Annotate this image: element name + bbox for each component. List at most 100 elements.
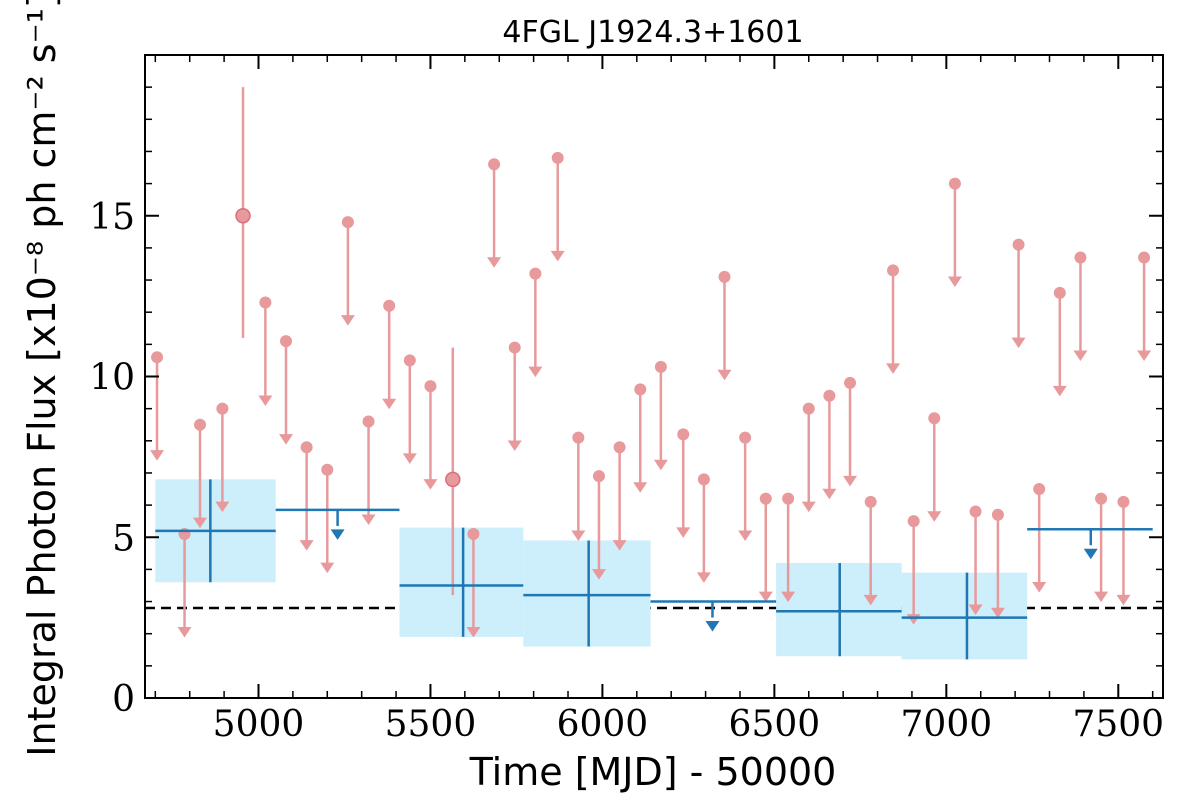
long-bin-uncertainty-bands [155, 479, 1028, 660]
short-bin-limit-arrow [279, 434, 294, 445]
short-bin-limit-arrow [738, 530, 753, 542]
short-bin-limit-point [572, 431, 585, 444]
long-bin-band [399, 527, 524, 637]
y-tick-label: 5 [112, 518, 135, 559]
short-bin-limit-arrow [1052, 385, 1067, 397]
short-bin-limit-point [216, 402, 229, 415]
long-bin-limit-arrow [705, 621, 720, 632]
short-bin-limit-arrow [423, 479, 438, 490]
short-bin-limit-point [362, 415, 375, 428]
short-bin-limit-point [1033, 483, 1046, 496]
short-bin-limit-arrow [758, 591, 773, 603]
short-bin-limit-point [782, 492, 795, 505]
short-bin-point [445, 471, 461, 488]
long-bin-band [901, 572, 1028, 660]
short-bin-limit-arrow [150, 450, 165, 461]
short-bin-limit-arrow [571, 530, 586, 542]
short-bin-limit-arrow [1073, 350, 1088, 361]
short-bin-limit-point [508, 341, 521, 354]
y-tick-label: 15 [89, 197, 135, 238]
short-bin-limit-arrow [717, 369, 732, 381]
short-bin-limit-point [467, 528, 480, 541]
short-bin-limit-point [592, 470, 605, 483]
short-bin-limit-point [634, 383, 647, 396]
short-bin-limit-arrow [320, 562, 335, 574]
short-bin-limit-point [300, 441, 313, 454]
short-bin-limit-arrow [193, 517, 208, 529]
short-bin-limit-arrow [299, 540, 314, 551]
long-bin-band [523, 540, 651, 647]
short-bin-limit-point [969, 505, 982, 518]
short-bin-limit-arrow [801, 501, 816, 513]
x-tick-label: 6500 [729, 704, 821, 745]
short-bin-limit-arrow [402, 453, 417, 464]
short-bin-limit-point [1012, 238, 1025, 251]
x-axis-title: Time [MJD] - 50000 [469, 750, 837, 794]
short-bin-limit-point [613, 441, 626, 454]
short-bin-limit-arrow [177, 626, 192, 638]
short-bin-limit-arrow [886, 363, 901, 374]
x-tick-label: 5000 [213, 704, 305, 745]
short-bin-limit-arrow [927, 511, 942, 522]
short-bin-limit-arrow [612, 540, 627, 551]
short-bin-limit-arrow [466, 626, 481, 638]
short-bin-limit-arrow [863, 594, 878, 606]
short-bin-series [150, 87, 1152, 638]
short-bin-limit-point [1053, 286, 1066, 299]
x-tick-label: 7000 [901, 704, 993, 745]
short-bin-limit-point [280, 335, 293, 348]
short-bin-limit-arrow [990, 607, 1005, 619]
short-bin-limit-arrow [528, 366, 543, 378]
short-bin-limit-point [259, 296, 272, 309]
short-bin-limit-point [1138, 251, 1151, 264]
long-bin-limit-arrow [1083, 548, 1098, 560]
x-tick-label: 5500 [385, 704, 477, 745]
short-bin-limit-arrow [382, 398, 397, 410]
short-bin-limit-point [151, 351, 164, 364]
chart-title: 4FGL J1924.3+1601 [502, 15, 803, 50]
short-bin-limit-arrow [1137, 350, 1152, 361]
short-bin-limit-arrow [633, 482, 648, 493]
long-bin-limit-arrow [330, 529, 345, 540]
y-tick-label: 0 [112, 679, 135, 720]
short-bin-limit-point [321, 463, 334, 476]
short-bin-limit-arrow [822, 488, 837, 500]
short-bin-limit-point [844, 376, 857, 389]
short-bin-limit-arrow [676, 527, 691, 538]
short-bin-limit-point [907, 515, 920, 528]
short-bin-limit-point [802, 402, 815, 415]
x-tick-label: 7500 [1072, 704, 1164, 745]
short-bin-limit-point [383, 299, 396, 312]
short-bin-limit-point [403, 354, 416, 367]
short-bin-limit-arrow [843, 475, 858, 487]
y-tick-label: 10 [89, 358, 135, 399]
short-bin-limit-point [529, 267, 542, 280]
short-bin-limit-arrow [968, 604, 983, 615]
short-bin-limit-point [864, 495, 877, 508]
ticks: 5000 5500 6000 6500 7000 7500 0 5 10 15 [89, 55, 1164, 745]
short-bin-limit-point [1095, 492, 1108, 505]
short-bin-limit-arrow [361, 514, 376, 525]
short-bin-limit-arrow [1094, 591, 1109, 603]
short-bin-limit-point [654, 360, 667, 373]
short-bin-limit-point [677, 428, 690, 441]
short-bin-point [235, 208, 251, 224]
short-bin-limit-point [697, 473, 710, 486]
short-bin-limit-point [759, 492, 772, 505]
short-bin-limit-point [928, 412, 941, 425]
short-bin-limit-point [551, 151, 564, 164]
short-bin-limit-arrow [215, 501, 230, 513]
short-bin-limit-arrow [781, 591, 796, 603]
short-bin-limit-arrow [947, 276, 962, 288]
short-bin-limit-arrow [696, 572, 711, 583]
short-bin-limit-point [424, 380, 437, 393]
y-axis-title: Integral Photon Flux [x10⁻⁸ ph cm⁻² s⁻¹] [20, 0, 64, 757]
short-bin-limit-point [991, 508, 1004, 521]
short-bin-limit-arrow [591, 569, 606, 580]
short-bin-limit-arrow [550, 250, 565, 262]
short-bin-limit-arrow [487, 257, 502, 268]
short-bin-limit-arrow [1116, 594, 1131, 606]
short-bin-limit-point [488, 158, 501, 171]
short-bin-limit-point [739, 431, 752, 444]
